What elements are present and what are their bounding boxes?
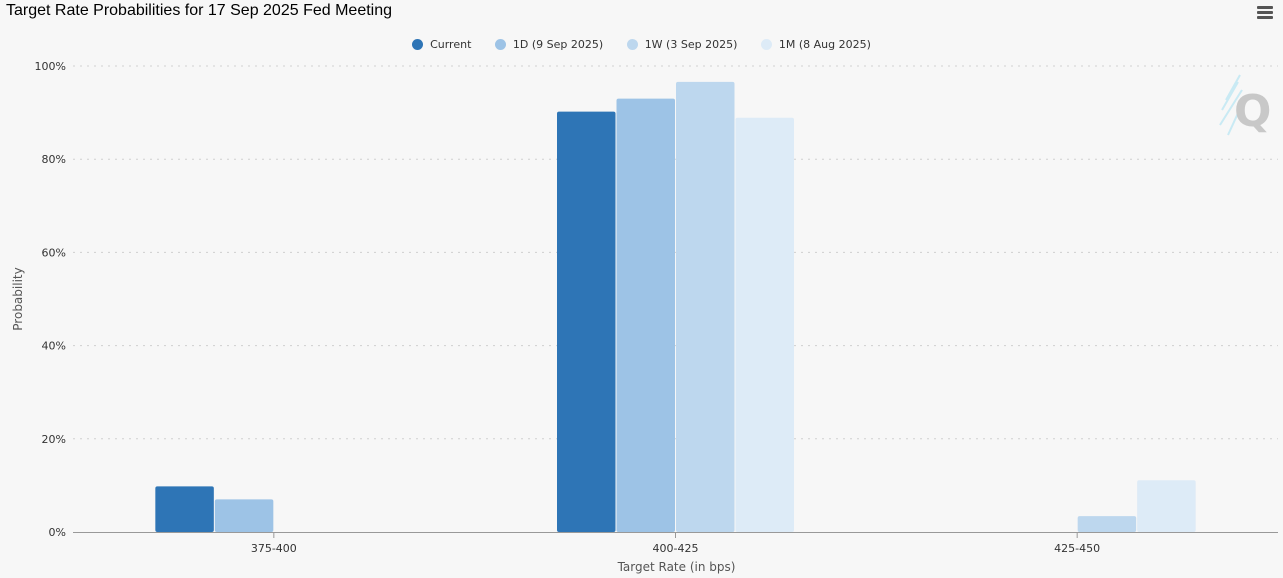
legend-label-1w: 1W (3 Sep 2025) (644, 38, 738, 51)
bar[interactable] (616, 98, 676, 533)
bar[interactable] (155, 486, 214, 532)
x-tick-label: 400-425 (653, 542, 699, 555)
legend-marker-current (412, 39, 424, 50)
legend-item-1w[interactable]: 1W (3 Sep 2025) (626, 38, 738, 51)
y-tick-label: 100% (35, 60, 66, 73)
legend-item-1m[interactable]: 1M (8 Aug 2025) (760, 38, 871, 51)
bars (155, 81, 1196, 533)
bar[interactable] (735, 117, 795, 532)
bar[interactable] (214, 499, 274, 532)
x-tick-label: 375-400 (251, 542, 297, 555)
x-tick-label: 425-450 (1054, 542, 1100, 555)
x-axis-ticks: 375-400 400-425 425-450 (251, 532, 1100, 555)
legend: Current 1D (9 Sep 2025) 1W (3 Sep 2025) … (0, 38, 1283, 53)
x-axis-title: Target Rate (in bps) (617, 560, 736, 574)
y-tick-label: 60% (42, 246, 66, 259)
bar[interactable] (676, 81, 735, 533)
legend-item-1d[interactable]: 1D (9 Sep 2025) (494, 38, 604, 51)
legend-marker-1d (494, 39, 506, 50)
y-tick-label: 80% (42, 153, 66, 166)
y-axis-ticks: 0% 20% 40% 60% 80% 100% (35, 60, 66, 539)
chart-title: Target Rate Probabilities for 17 Sep 202… (6, 2, 393, 19)
gridlines (73, 65, 1278, 440)
svg-text:Q: Q (1234, 86, 1271, 137)
bar[interactable] (1077, 516, 1137, 532)
y-axis-title: Probability (11, 267, 25, 330)
y-tick-label: 0% (49, 526, 66, 539)
legend-label-current: Current (430, 38, 472, 51)
bar[interactable] (1137, 480, 1196, 532)
q-logo-icon: Q (1219, 74, 1271, 137)
legend-marker-1w (626, 39, 638, 50)
y-tick-label: 20% (42, 433, 66, 446)
legend-label-1d: 1D (9 Sep 2025) (512, 38, 604, 51)
legend-label-1m: 1M (8 Aug 2025) (778, 38, 871, 51)
legend-item-current[interactable]: Current (412, 38, 471, 51)
legend-marker-1m (760, 39, 772, 50)
bar[interactable] (557, 111, 616, 532)
hamburger-menu-icon[interactable] (1257, 6, 1273, 20)
y-tick-label: 40% (42, 340, 66, 353)
